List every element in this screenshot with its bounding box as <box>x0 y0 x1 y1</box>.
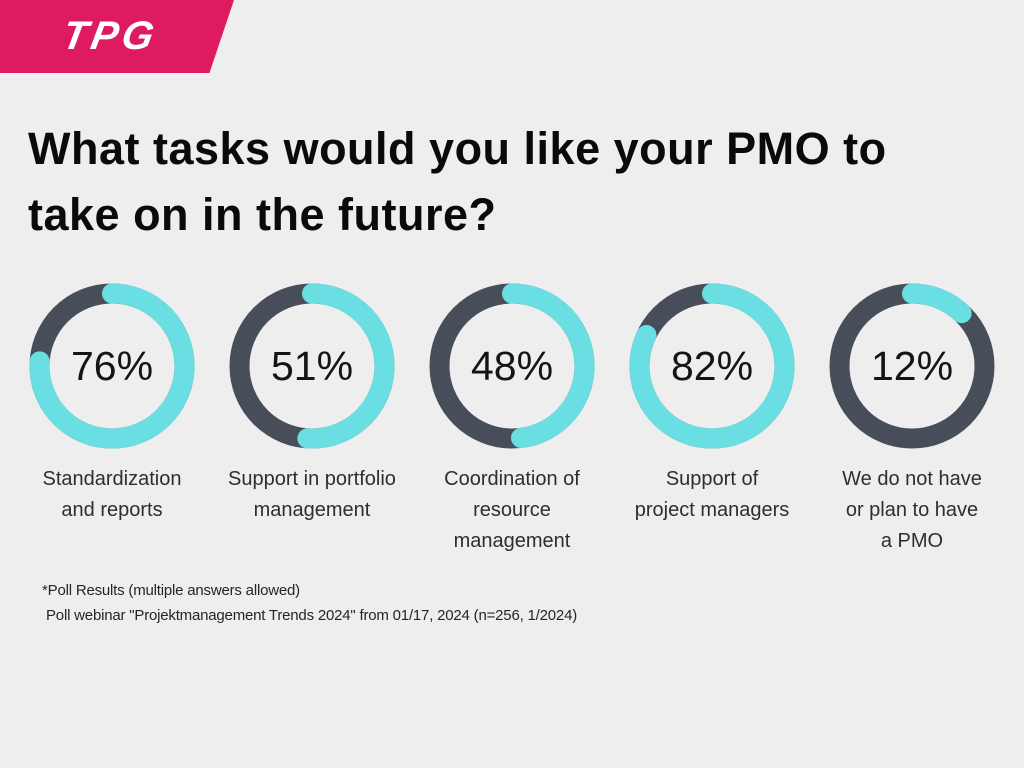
donut-chart-row: 76% Standardization and reports 51% Support … <box>12 281 1012 557</box>
donut-caption: We do not have or plan to have a PMO <box>842 464 982 557</box>
donut-caption-line: management <box>453 530 571 552</box>
donut-caption: Standardization and reports <box>43 464 182 526</box>
donut-caption-line: project managers <box>634 499 790 521</box>
donut-ring: 12% <box>827 281 997 451</box>
tpg-logo: TPG <box>0 0 234 73</box>
donut-ring: 82% <box>627 281 797 451</box>
donut-caption-line: and reports <box>61 499 163 521</box>
footnote: *Poll Results (multiple answers allowed)… <box>42 578 577 628</box>
footnote-line-2: Poll webinar "Projektmanagement Trends 2… <box>46 607 578 624</box>
donut-ring: 51% <box>227 281 397 451</box>
donut-caption: Support of project managers <box>635 464 790 526</box>
page-title: What tasks would you like your PMO to ta… <box>28 116 887 248</box>
donut-caption-line: Standardization <box>42 468 182 490</box>
donut-caption-line: We do not have <box>842 468 982 490</box>
donut-caption-line: a PMO <box>880 530 944 552</box>
donut-caption-line: resource <box>473 499 551 521</box>
donut-caption-line: Support of <box>665 468 759 490</box>
donut-caption-line: or plan to have <box>845 499 979 521</box>
donut-caption-line: management <box>253 499 371 521</box>
donut-chart: 51% Support in portfolio management <box>212 281 412 557</box>
tpg-logo-text: TPG <box>59 14 162 58</box>
donut-chart: 48% Coordination of resource management <box>412 281 612 557</box>
donut-percent-label: 48% <box>470 343 554 389</box>
donut-ring: 48% <box>427 281 597 451</box>
donut-chart: 12% We do not have or plan to have a PMO <box>812 281 1012 557</box>
donut-caption-line: Support in portfolio <box>228 468 396 490</box>
donut-percent-label: 12% <box>870 343 954 389</box>
page-title-line-2: take on in the future? <box>28 189 497 240</box>
donut-chart: 82% Support of project managers <box>612 281 812 557</box>
donut-caption: Coordination of resource management <box>444 464 580 557</box>
donut-caption-line: Coordination of <box>444 468 580 490</box>
donut-percent-label: 76% <box>70 343 154 389</box>
donut-ring: 76% <box>27 281 197 451</box>
page-title-line-1: What tasks would you like your PMO to <box>28 123 887 174</box>
donut-caption: Support in portfolio management <box>228 464 396 526</box>
footnote-line-1: *Poll Results (multiple answers allowed) <box>42 582 300 599</box>
donut-percent-label: 82% <box>670 343 754 389</box>
donut-chart: 76% Standardization and reports <box>12 281 212 557</box>
donut-percent-label: 51% <box>270 343 354 389</box>
